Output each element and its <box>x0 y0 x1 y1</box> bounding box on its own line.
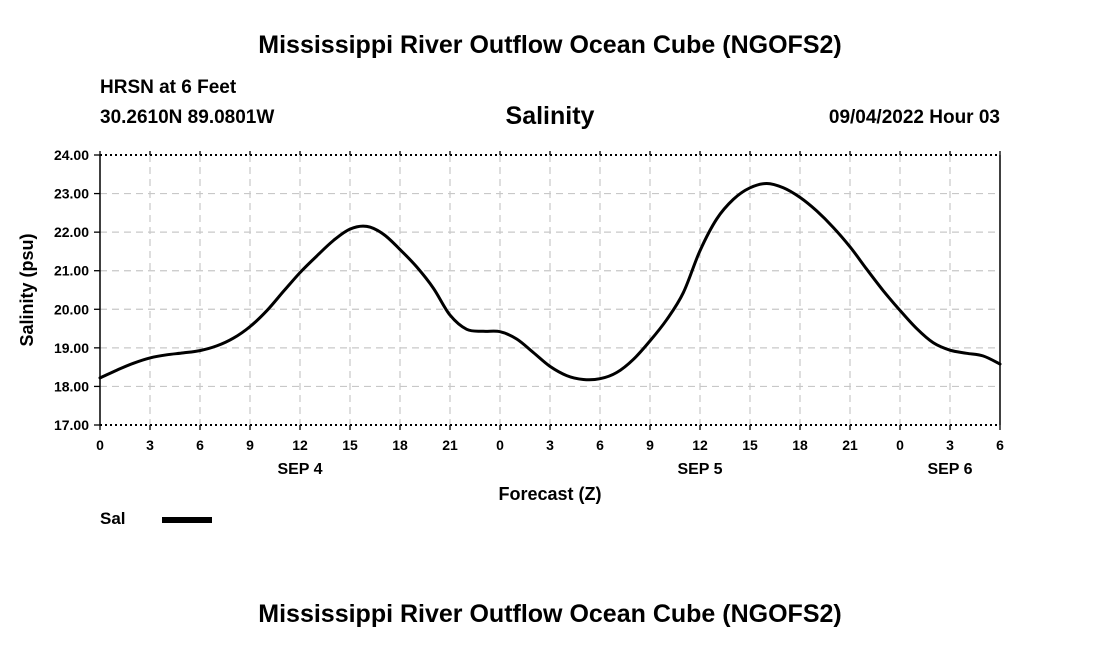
x-tick-label: 6 <box>196 437 204 453</box>
x-tick-label: 0 <box>896 437 904 453</box>
x-tick-label: 9 <box>646 437 654 453</box>
x-tick-label: 12 <box>292 437 308 453</box>
x-tick-label: 6 <box>996 437 1004 453</box>
x-tick-label: 15 <box>742 437 758 453</box>
x-tick-label: 21 <box>842 437 858 453</box>
footer-title: Mississippi River Outflow Ocean Cube (NG… <box>258 600 842 628</box>
chart-subtitle: Salinity <box>505 102 595 130</box>
x-tick-label: 6 <box>596 437 604 453</box>
y-tick-label: 18.00 <box>54 378 89 394</box>
y-tick-label: 19.00 <box>54 340 89 356</box>
y-tick-label: 20.00 <box>54 301 89 317</box>
x-tick-label: 18 <box>392 437 408 453</box>
x-tick-label: 21 <box>442 437 458 453</box>
y-tick-label: 21.00 <box>54 263 89 279</box>
station-label: HRSN at 6 Feet <box>100 77 237 98</box>
legend-label: Sal <box>100 509 126 528</box>
y-tick-label: 23.00 <box>54 186 89 202</box>
x-tick-label: 0 <box>96 437 104 453</box>
x-tick-label: 15 <box>342 437 358 453</box>
chart-title: Mississippi River Outflow Ocean Cube (NG… <box>258 31 842 59</box>
y-axis-label: Salinity (psu) <box>17 233 37 346</box>
coordinates-label: 30.2610N 89.0801W <box>100 107 275 128</box>
series-line-sal <box>98 182 1002 382</box>
x-axis-label: Forecast (Z) <box>498 484 601 504</box>
y-tick-label: 17.00 <box>54 417 89 433</box>
datetime-label: 09/04/2022 Hour 03 <box>828 107 1000 128</box>
x-tick-label: 12 <box>692 437 708 453</box>
x-tick-label: 3 <box>546 437 554 453</box>
x-tick-label: 9 <box>246 437 254 453</box>
day-label: SEP 5 <box>677 461 722 478</box>
y-tick-label: 24.00 <box>54 147 89 163</box>
y-tick-label: 22.00 <box>54 224 89 240</box>
x-tick-label: 3 <box>946 437 954 453</box>
x-tick-label: 3 <box>146 437 154 453</box>
x-tick-label: 18 <box>792 437 808 453</box>
day-label: SEP 6 <box>927 461 972 478</box>
x-tick-label: 0 <box>496 437 504 453</box>
legend-swatch <box>162 517 212 523</box>
day-label: SEP 4 <box>277 461 322 478</box>
